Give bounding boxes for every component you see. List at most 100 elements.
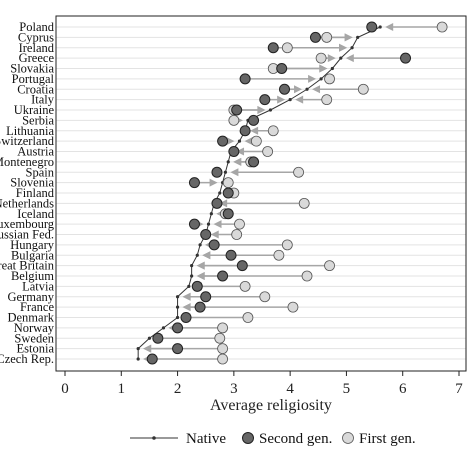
category-label: Great Britain (0, 259, 55, 273)
category-label: Croatia (17, 82, 54, 96)
native-point (226, 160, 230, 164)
first-gen-arrow-head (244, 137, 253, 146)
native-point (147, 336, 152, 340)
first-gen-point (214, 332, 226, 344)
x-tick-label: 3 (230, 381, 238, 397)
first-gen-point (222, 177, 234, 189)
second-gen-arrow-head (196, 272, 205, 280)
native-point (206, 222, 211, 226)
native-point (195, 253, 199, 257)
second-gen-point (217, 270, 229, 282)
native-point (350, 46, 354, 50)
native-point (198, 243, 202, 247)
legend-native-point (152, 436, 156, 440)
second-gen-point (267, 42, 279, 54)
second-gen-point (239, 73, 251, 85)
first-gen-point (267, 125, 279, 137)
second-gen-point (231, 104, 243, 116)
second-gen-point (217, 135, 229, 147)
category-label: Luxembourg (0, 217, 55, 231)
second-gen-arrow-head (182, 292, 191, 301)
native-point (305, 87, 309, 91)
legend-first-gen-marker (342, 432, 354, 444)
second-gen-point (200, 229, 212, 240)
first-gen-arrow-head (210, 230, 219, 239)
plot-frame (55, 15, 467, 372)
second-gen-point (248, 156, 260, 168)
first-gen-arrow-head (236, 147, 245, 156)
first-gen-point (239, 280, 251, 292)
second-gen-point (211, 197, 223, 209)
x-axis: 0 1 2 3 4 5 6 7 (61, 371, 463, 397)
x-tick-label: 0 (61, 381, 69, 397)
category-label: Germany (7, 290, 54, 304)
second-gen-point (279, 83, 291, 95)
legend-first-gen-label: First gen. (359, 431, 416, 447)
native-point (330, 66, 334, 71)
category-label: Belgium (11, 269, 54, 283)
category-label: Latvia (22, 279, 54, 293)
second-gen-point (222, 187, 234, 199)
native-point (175, 295, 180, 299)
first-gen-point (231, 229, 243, 240)
first-gen-arrow-head (327, 54, 336, 63)
second-gen-arrow-head (143, 344, 152, 353)
first-gen-arrow-head (312, 85, 321, 94)
second-gen-arrow-head (233, 157, 242, 166)
first-gen-point (321, 31, 333, 43)
first-gen-point (273, 249, 285, 261)
first-gen-point (321, 94, 333, 106)
first-gen-point (324, 73, 335, 85)
native-point (378, 25, 382, 29)
category-label: Montenegro (0, 155, 54, 169)
native-point (223, 170, 228, 174)
first-gen-point (217, 343, 229, 355)
category-label: Slovakia (10, 62, 54, 76)
second-gen-arrow-head (345, 54, 354, 63)
first-gen-arrow-head (250, 126, 259, 135)
second-gen-point (366, 21, 378, 33)
first-gen-arrow-head (219, 199, 228, 208)
second-gen-arrow-head (294, 85, 303, 94)
first-gen-point (228, 114, 240, 126)
category-label: Russian Fed. (0, 228, 54, 242)
second-gen-point (276, 63, 288, 74)
second-gen-point (309, 31, 321, 43)
first-gen-point (301, 270, 313, 282)
x-tick-label: 7 (455, 381, 463, 397)
generation-markers (146, 21, 448, 365)
category-label: Portugal (12, 72, 55, 86)
first-gen-arrow-head (385, 23, 394, 31)
legend-second-gen-label: Second gen. (259, 431, 332, 447)
native-point (136, 347, 140, 351)
first-gen-point (436, 21, 448, 33)
second-gen-point (172, 322, 184, 334)
native-point (356, 35, 360, 39)
native-point (190, 264, 194, 268)
first-gen-arrow-head (295, 95, 304, 104)
category-label: Switzerland (0, 134, 55, 148)
second-gen-arrow-head (344, 33, 353, 42)
first-gen-point (242, 312, 254, 323)
first-gen-arrow-head (213, 220, 222, 229)
second-gen-point (172, 343, 184, 355)
second-gen-arrow-head (319, 64, 328, 73)
native-point (319, 77, 323, 81)
native-point (268, 108, 273, 112)
native-point (288, 98, 292, 102)
category-label: France (20, 300, 54, 314)
second-gen-point (200, 291, 212, 303)
category-label: Slovenia (10, 176, 54, 190)
category-label: Poland (19, 20, 54, 34)
native-point (339, 56, 343, 60)
native-point (218, 191, 222, 195)
x-tick-label: 2 (174, 381, 182, 397)
native-point (175, 305, 180, 309)
second-gen-arrow-head (202, 251, 211, 260)
second-gen-point (239, 125, 251, 137)
category-label: Iceland (17, 207, 55, 221)
first-gen-point (262, 146, 274, 157)
category-label: Norway (14, 321, 55, 335)
x-tick-label: 6 (399, 381, 407, 397)
second-gen-point (146, 353, 158, 365)
